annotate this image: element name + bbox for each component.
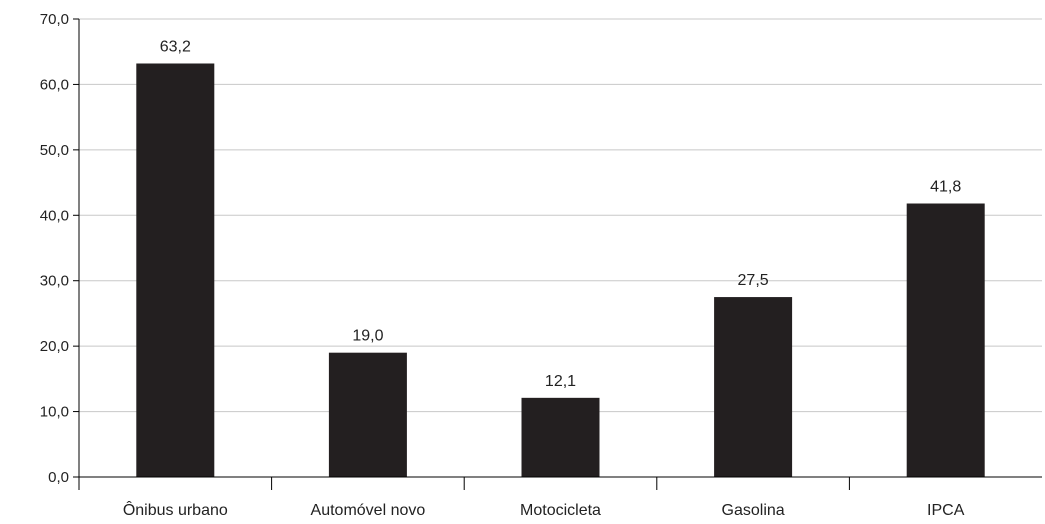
bar (906, 203, 985, 477)
x-tick-label: IPCA (927, 502, 965, 519)
gridlines (79, 18, 1042, 413)
data-labels: 63,2 19,0 12,1 27,5 41,8 (160, 38, 962, 389)
bar (328, 352, 407, 477)
y-tick-label: 50,0 (40, 142, 69, 159)
bars (136, 63, 985, 478)
bar (521, 397, 600, 477)
data-label: 19,0 (352, 328, 383, 345)
data-label: 63,2 (160, 38, 191, 55)
x-tick-label: Motocicleta (520, 502, 601, 519)
y-tick-label: 60,0 (40, 76, 69, 93)
y-axis-ticks: 0,0 10,0 20,0 30,0 40,0 50,0 60,0 70,0 (40, 11, 79, 486)
x-tick-label: Automóvel novo (311, 502, 426, 519)
data-label: 27,5 (738, 272, 769, 289)
y-tick-label: 40,0 (40, 207, 69, 224)
bar (136, 63, 215, 478)
x-axis-labels: Ônibus urbano Automóvel novo Motocicleta Ga… (123, 500, 965, 519)
x-tick-label: Gasolina (722, 502, 785, 519)
y-tick-label: 20,0 (40, 338, 69, 355)
y-tick-label: 70,0 (40, 11, 69, 28)
bar (714, 297, 793, 477)
y-tick-label: 10,0 (40, 404, 69, 421)
axes (78, 19, 1042, 490)
y-tick-label: 30,0 (40, 273, 69, 290)
data-label: 12,1 (545, 373, 576, 390)
y-tick-label: 0,0 (48, 469, 69, 486)
x-tick-label: Ônibus urbano (123, 500, 228, 519)
data-label: 41,8 (930, 179, 961, 196)
